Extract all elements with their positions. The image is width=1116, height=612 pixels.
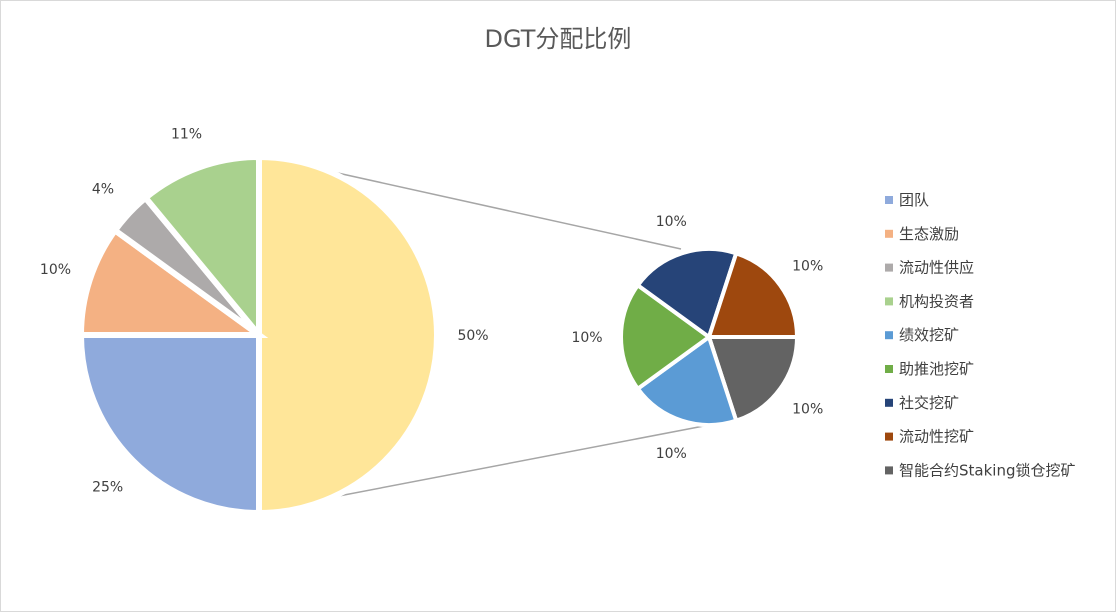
connector-lines: [296, 163, 710, 505]
main-pie-slice-1-label: 50%: [457, 328, 488, 344]
legend-label-7: 社交挖矿: [899, 394, 959, 412]
main-pie-slice-1: [256, 153, 440, 517]
sub-pie-slice-4: [635, 247, 739, 341]
main-pie-slice-5: [141, 153, 262, 344]
connector-line-top: [296, 163, 682, 250]
legend-swatch-8: [885, 432, 893, 441]
sub-pie-slice-2: [635, 333, 739, 427]
sub-pie-slice-1-label: 10%: [792, 402, 823, 418]
sub-pie-slice-2-label: 10%: [656, 446, 687, 462]
legend-swatch-2: [885, 229, 893, 238]
legend: 团队生态激励流动性供应机构投资者绩效挖矿助推池挖矿社交挖矿流动性挖矿智能合约St…: [885, 191, 1075, 479]
legend-swatch-6: [885, 365, 893, 373]
main-pie-slice-2: [77, 332, 262, 517]
legend-swatch-4: [885, 297, 893, 306]
main-pie-slice-2-label: 25%: [92, 479, 123, 495]
chart-title: DGT分配比例: [485, 25, 632, 53]
sub-pie: 10% 10% 10% 10% 10%: [571, 214, 823, 462]
connector-line-bottom: [296, 424, 710, 505]
main-pie-slice-4-label: 4%: [92, 182, 114, 198]
main-pie-slice-5-label: 11%: [171, 127, 202, 143]
main-pie-slice-3-label: 10%: [40, 262, 71, 278]
sub-pie-slice-5-label: 10%: [792, 258, 823, 274]
legend-swatch-9: [885, 466, 893, 475]
legend-swatch-1: [885, 196, 893, 204]
legend-label-1: 团队: [899, 191, 929, 209]
legend-label-9: 智能合约Staking锁仓挖矿: [899, 461, 1075, 479]
legend-label-8: 流动性挖矿: [899, 428, 974, 446]
legend-label-2: 生态激励: [899, 225, 959, 243]
legend-swatch-3: [885, 263, 893, 272]
legend-label-6: 助推池挖矿: [899, 360, 974, 378]
sub-pie-slice-5: [706, 250, 800, 339]
sub-pie-slice-3-label: 10%: [571, 330, 602, 346]
legend-label-5: 绩效挖矿: [899, 326, 959, 344]
sub-pie-slice-4-label: 10%: [656, 214, 687, 230]
sub-pie-slice-3: [619, 282, 713, 392]
legend-label-3: 流动性供应: [899, 259, 974, 277]
legend-swatch-7: [885, 398, 893, 407]
legend-swatch-5: [885, 331, 893, 340]
legend-label-4: 机构投资者: [899, 292, 974, 310]
main-pie-slice-3: [77, 226, 269, 338]
main-pie: 50% 25% 10% 4% 11%: [40, 127, 489, 517]
